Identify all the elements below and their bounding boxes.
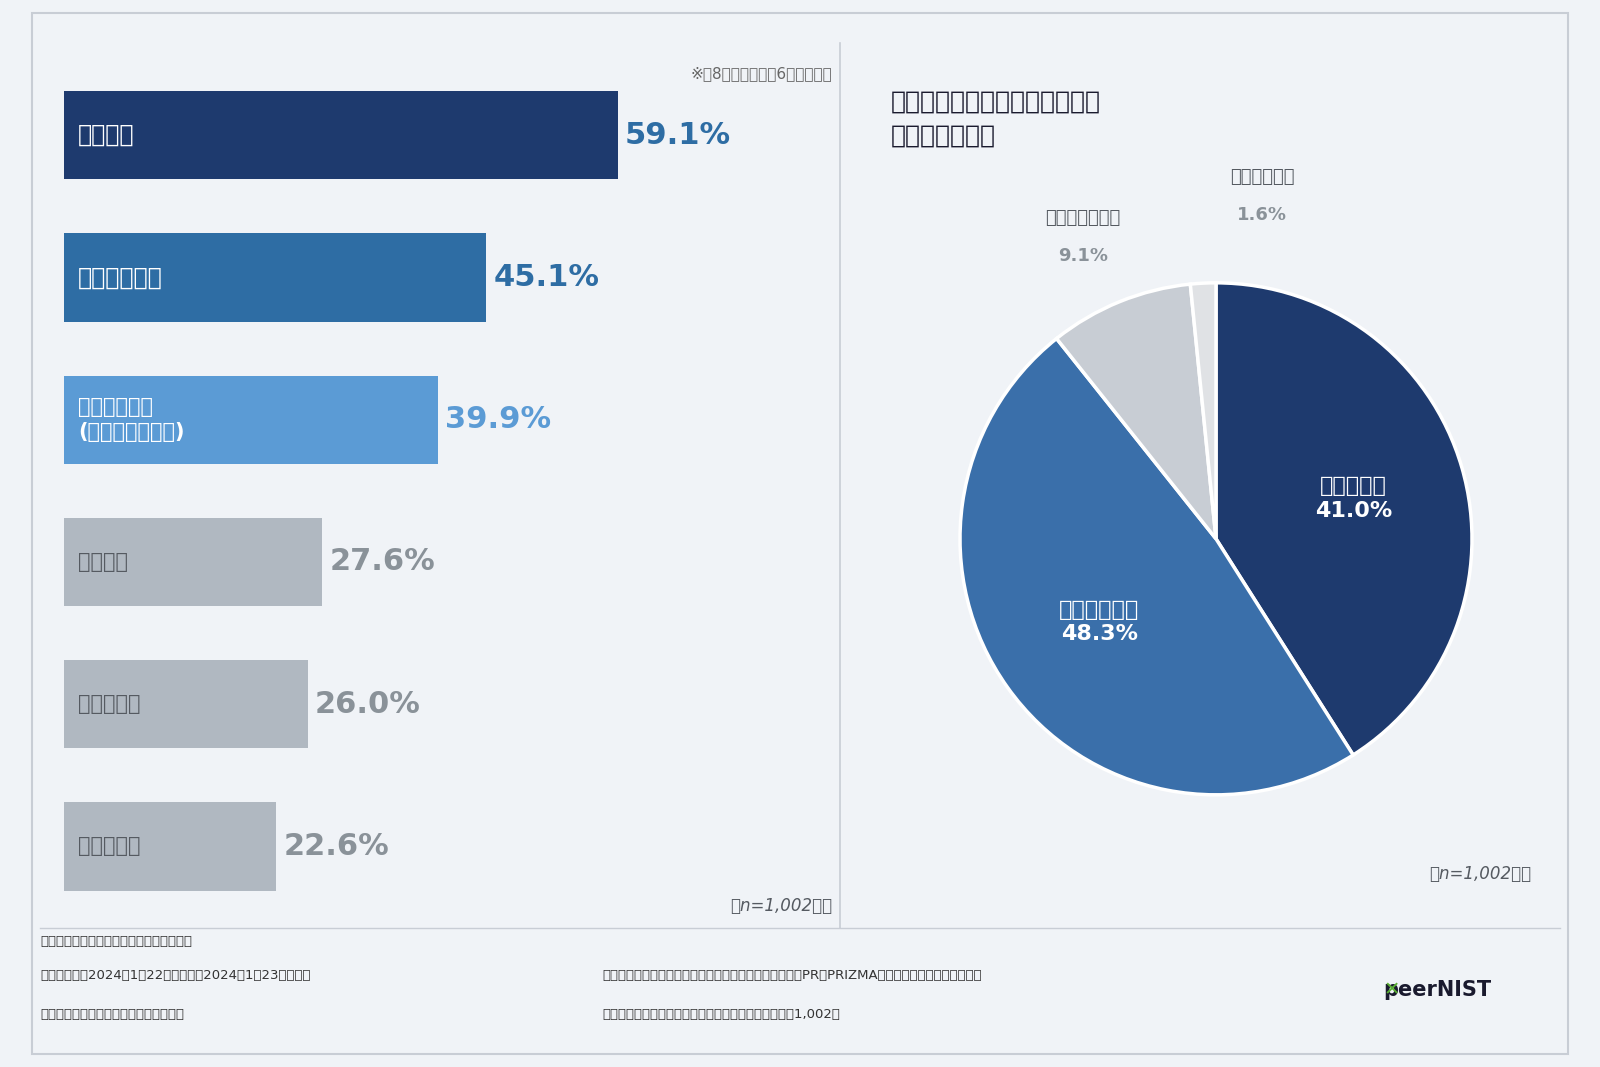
Wedge shape bbox=[960, 338, 1354, 795]
Text: 診察順の管理: 診察順の管理 bbox=[78, 266, 163, 289]
Bar bbox=[64, 376, 438, 464]
Wedge shape bbox=[1056, 284, 1216, 539]
Text: 来院受付対応
(保険証確認など): 来院受付対応 (保険証確認など) bbox=[78, 397, 184, 442]
Bar bbox=[64, 517, 323, 606]
Text: カルテ準備: カルテ準備 bbox=[78, 695, 141, 714]
Text: まあまあ思う
48.3%: まあまあ思う 48.3% bbox=[1059, 600, 1139, 644]
Text: ・調査方法：リンクアンドパートナーズが提供する調査PR「PRIZMA」によるインターネット調査: ・調査方法：リンクアンドパートナーズが提供する調査PR「PRIZMA」によるイン… bbox=[602, 969, 982, 983]
Text: 39.9%: 39.9% bbox=[445, 405, 552, 434]
Text: （n=1,002人）: （n=1,002人） bbox=[1429, 865, 1531, 883]
Bar bbox=[64, 91, 618, 179]
Text: 電話対応: 電話対応 bbox=[78, 123, 134, 147]
Text: peerNIST: peerNIST bbox=[1384, 980, 1491, 1000]
Text: 問診対応: 問診対応 bbox=[78, 552, 128, 572]
Bar bbox=[64, 660, 307, 748]
Text: これらの受付業務を改善したい
と思いますか？: これらの受付業務を改善したい と思いますか？ bbox=[891, 90, 1101, 147]
Text: とても思う
41.0%: とても思う 41.0% bbox=[1315, 477, 1392, 522]
Text: ・調査対象：医療機関の受付業務担当者: ・調査対象：医療機関の受付業務担当者 bbox=[40, 1007, 184, 1021]
Text: ✕: ✕ bbox=[1384, 981, 1400, 1000]
Text: 《調査概要：「診療予約」に関する調査》: 《調査概要：「診療予約」に関する調査》 bbox=[40, 935, 192, 947]
Text: 予約の管理: 予約の管理 bbox=[78, 837, 141, 857]
Text: 27.6%: 27.6% bbox=[330, 547, 435, 576]
Wedge shape bbox=[1216, 283, 1472, 755]
Text: 26.0%: 26.0% bbox=[315, 689, 421, 719]
Wedge shape bbox=[1190, 283, 1216, 539]
Text: 1.6%: 1.6% bbox=[1237, 206, 1286, 224]
Text: 59.1%: 59.1% bbox=[626, 121, 731, 149]
Text: ・調査期間：2024年1月22日（月）～2024年1月23日（火）: ・調査期間：2024年1月22日（月）～2024年1月23日（火） bbox=[40, 969, 310, 983]
Bar bbox=[64, 234, 486, 321]
Text: ※全8項目中、上位6項目を抜粋: ※全8項目中、上位6項目を抜粋 bbox=[690, 66, 832, 81]
Text: 9.1%: 9.1% bbox=[1058, 246, 1107, 265]
Text: （n=1,002人）: （n=1,002人） bbox=[730, 896, 832, 914]
Bar bbox=[64, 802, 275, 891]
Text: ・モニター提供元：ゼネラルリサーチ　・調査人数：1,002人: ・モニター提供元：ゼネラルリサーチ ・調査人数：1,002人 bbox=[602, 1007, 840, 1021]
Text: 45.1%: 45.1% bbox=[494, 262, 600, 292]
Text: 全く思わない: 全く思わない bbox=[1230, 168, 1294, 186]
Text: あまり思わない: あまり思わない bbox=[1045, 208, 1120, 226]
Text: 22.6%: 22.6% bbox=[283, 832, 389, 861]
